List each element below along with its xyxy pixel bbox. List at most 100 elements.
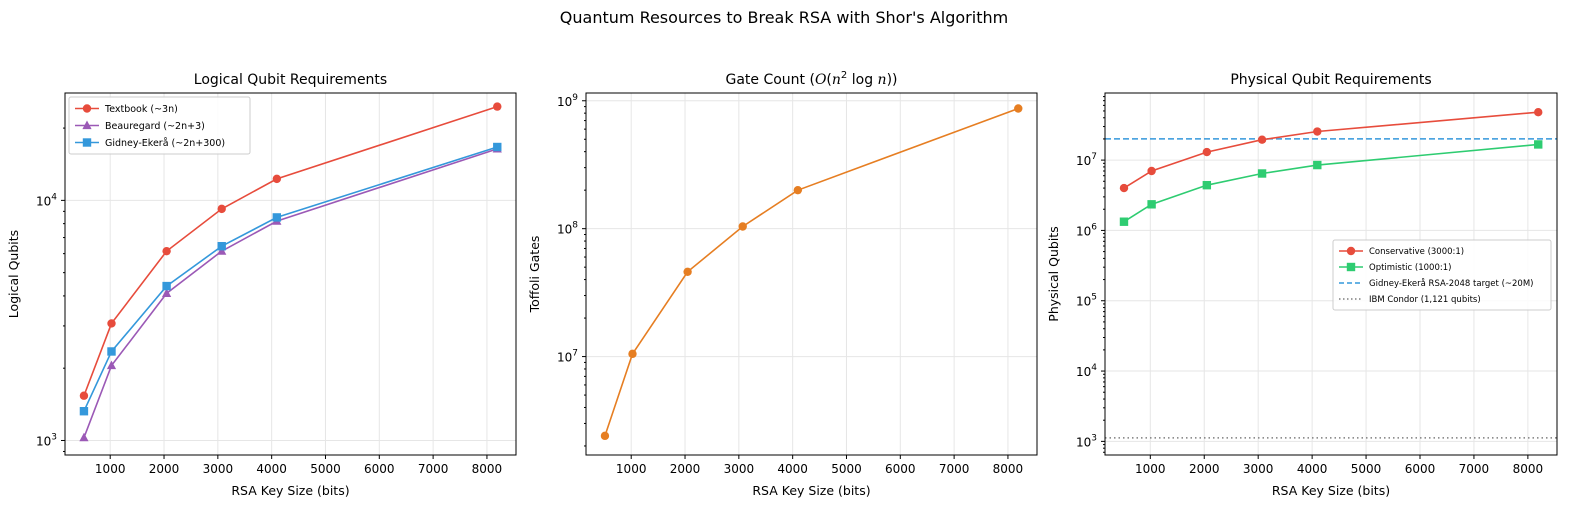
series-line-1	[83, 105, 498, 397]
x-tick-label: 4000	[777, 462, 808, 476]
data-point	[1119, 183, 1129, 193]
x-tick-label: 2000	[149, 462, 180, 476]
data-point	[1257, 169, 1267, 178]
data-point	[217, 246, 227, 255]
x-tick-label: 5000	[831, 462, 862, 476]
x-tick-label: 3000	[724, 462, 755, 476]
y-tick-label: 108	[557, 221, 578, 237]
x-tick-label: 5000	[310, 462, 341, 476]
data-point	[493, 102, 502, 111]
figure-suptitle: Quantum Resources to Break RSA with Shor…	[560, 8, 1008, 27]
data-point	[1202, 147, 1212, 157]
data-point	[162, 246, 171, 256]
legend-marker	[82, 138, 92, 147]
data-point	[493, 142, 502, 152]
data-point	[79, 391, 89, 400]
legend-label: Gidney-Ekerå (~2n+300)	[105, 138, 225, 149]
data-point	[1313, 160, 1322, 170]
chart-panel-1: 1000 2000 3000 4000 5000 6000 7000 8000 103 104 Lo…	[6, 72, 517, 498]
data-point	[217, 204, 226, 214]
y-tick-label: 107	[1076, 152, 1097, 168]
data-point	[272, 174, 282, 184]
x-tick-label: 3000	[1243, 462, 1274, 476]
legend-label: Optimistic (1000:1)	[1369, 263, 1451, 273]
x-tick-label: 4000	[1297, 462, 1328, 476]
data-point	[106, 360, 117, 370]
legend-marker	[82, 104, 92, 113]
x-tick-label: 6000	[364, 462, 395, 476]
x-tick-label: 6000	[885, 462, 916, 476]
x-tick-label: 1000	[616, 462, 647, 476]
legend-label: Textbook (~3n)	[104, 104, 178, 115]
x-tick-label: 4000	[256, 462, 287, 476]
x-tick-label: 2000	[670, 462, 701, 476]
data-point	[1534, 140, 1543, 149]
chart-panels: 1000 2000 3000 4000 5000 6000 7000 8000 103 104 Lo…	[6, 70, 1558, 498]
chart-legend: Textbook (~3n) Beauregard (~2n+3) Gidney-E…	[68, 96, 251, 155]
data-point	[1014, 104, 1023, 113]
x-tick-label: 1000	[1135, 462, 1166, 476]
x-axis-label: RSA Key Size (bits)	[1272, 483, 1390, 498]
y-axis-label: Physical Qubits	[1046, 226, 1061, 321]
data-point	[79, 407, 89, 416]
x-tick-label: 8000	[1513, 462, 1544, 476]
x-axis-label: RSA Key Size (bits)	[231, 483, 349, 498]
legend-marker	[1346, 262, 1356, 272]
y-axis-label: Logical Qubits	[6, 230, 21, 318]
legend-box	[68, 96, 251, 155]
y-tick-label: 104	[1076, 363, 1097, 379]
data-point	[1202, 180, 1212, 190]
legend-marker	[82, 120, 92, 130]
x-tick-label: 7000	[1459, 462, 1490, 476]
plot-frame	[1104, 92, 1558, 456]
y-axis-label: Toffoli Gates	[527, 236, 542, 314]
x-tick-label: 6000	[1405, 462, 1436, 476]
legend-marker	[1346, 246, 1356, 256]
data-point	[628, 349, 637, 359]
data-point	[600, 431, 610, 441]
data-point	[217, 241, 226, 251]
legend-label: Beauregard (~2n+3)	[105, 121, 205, 132]
x-axis-label: RSA Key Size (bits)	[752, 483, 870, 498]
data-point	[1119, 217, 1129, 226]
chart-title: Gate Count (O(n2 log n))	[725, 70, 897, 88]
x-tick-label: 8000	[472, 462, 503, 476]
y-tick-label: 109	[557, 93, 578, 109]
y-tick-label: 103	[36, 432, 57, 448]
data-point	[1313, 127, 1322, 136]
x-tick-label: 8000	[993, 462, 1024, 476]
y-tick-label: 103	[1076, 433, 1097, 449]
y-tick-label: 107	[557, 349, 578, 365]
data-point	[107, 319, 116, 328]
chart-panel-2: 1000 2000 3000 4000 5000 6000 7000 8000 107 108 10…	[527, 70, 1038, 498]
chart-title: Physical Qubit Requirements	[1230, 72, 1431, 88]
chart-legend: Conservative (3000:1) Optimistic (1000:1)…	[1332, 239, 1552, 311]
legend-label: Conservative (3000:1)	[1369, 247, 1464, 257]
data-point	[1147, 200, 1156, 209]
series-line-2	[1123, 143, 1539, 223]
data-point	[1534, 107, 1543, 117]
data-point	[272, 213, 282, 222]
series-line-2	[83, 148, 498, 438]
legend-label: Gidney-Ekerå RSA-2048 target (~20M)	[1369, 278, 1533, 289]
legend-box	[1332, 239, 1552, 311]
x-tick-label: 1000	[95, 462, 126, 476]
data-point	[738, 222, 747, 231]
chart-title: Logical Qubit Requirements	[194, 72, 387, 88]
legend-label: IBM Condor (1,121 qubits)	[1369, 295, 1481, 305]
series-line-1	[1123, 111, 1539, 189]
plot-frame	[585, 92, 1038, 456]
x-tick-label: 3000	[203, 462, 234, 476]
chart-panel-3: 1000 2000 3000 4000 5000 6000 7000 8000 103 104 10…	[1046, 72, 1558, 498]
series-line-1	[604, 107, 1019, 437]
data-point	[162, 288, 172, 297]
data-point	[1257, 135, 1267, 144]
plot-frame	[64, 92, 517, 456]
data-point	[79, 432, 89, 442]
x-tick-label: 2000	[1189, 462, 1220, 476]
data-point	[107, 347, 116, 356]
x-tick-label: 5000	[1351, 462, 1382, 476]
series-line-3	[83, 146, 498, 412]
data-point	[162, 281, 171, 291]
